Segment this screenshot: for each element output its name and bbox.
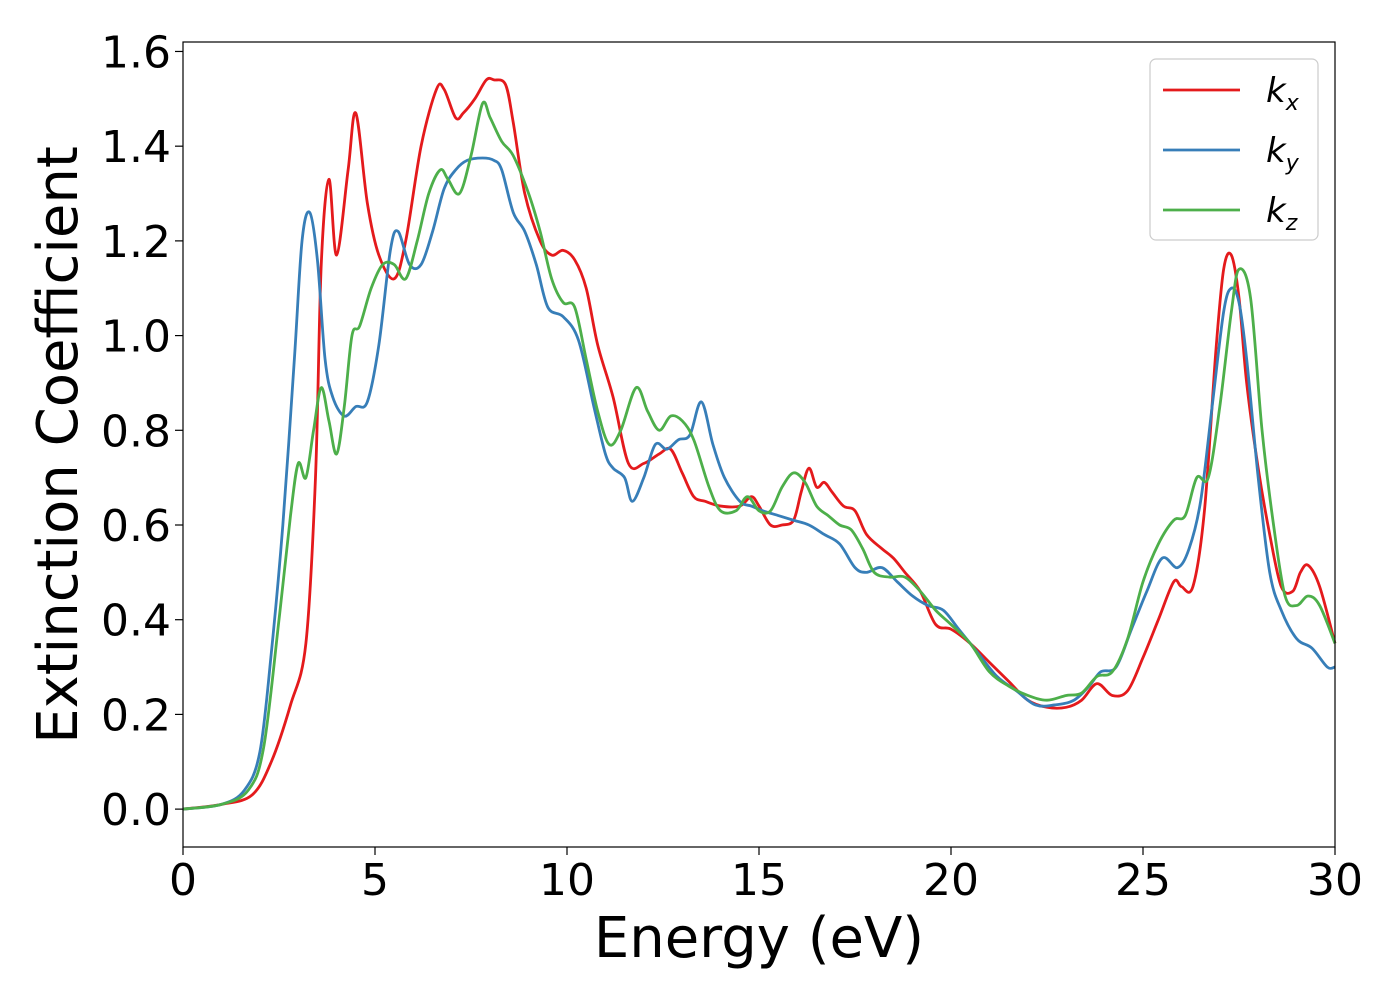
y-tick-label: 1.4 (101, 122, 171, 173)
legend-label-main: k (1266, 131, 1287, 171)
plot-lines (182, 76, 1337, 811)
x-axis-label: Energy (eV) (594, 906, 924, 971)
y-tick-label: 0.2 (101, 690, 171, 741)
y-tick-label: 0.6 (101, 501, 171, 552)
legend-label-main: k (1266, 71, 1287, 111)
x-tick-label: 10 (539, 855, 595, 906)
legend-label-subscript: z (1285, 211, 1298, 236)
y-tick-label: 0.4 (101, 596, 171, 647)
y-axis-label: Extinction Coefficient (26, 146, 91, 744)
y-tick-label: 1.0 (101, 312, 171, 363)
legend-label-k_x: kx (1266, 71, 1300, 116)
series-line-k_z (182, 100, 1337, 811)
y-tick-label: 1.2 (101, 217, 171, 268)
y-axis-ticks: 0.0 0.2 0.4 0.6 0.8 1.0 1.2 1.4 1.6 (101, 27, 183, 836)
x-tick-label: 0 (169, 855, 197, 906)
series-line-k_y (182, 156, 1336, 811)
legend-label-subscript: y (1285, 151, 1300, 176)
legend-label-k_y: ky (1266, 131, 1300, 176)
y-tick-label: 0.0 (101, 785, 171, 836)
x-tick-label: 15 (731, 855, 787, 906)
legend-label-k_z: kz (1266, 191, 1298, 236)
legend-label-subscript: x (1285, 91, 1300, 116)
legend-label-main: k (1266, 191, 1287, 231)
x-tick-label: 20 (923, 855, 979, 906)
x-tick-label: 25 (1115, 855, 1171, 906)
x-axis-ticks: 0 5 10 15 20 25 30 (169, 847, 1363, 906)
y-tick-label: 1.6 (101, 27, 171, 78)
x-tick-label: 5 (361, 855, 389, 906)
x-tick-label: 30 (1307, 855, 1363, 906)
y-tick-label: 0.8 (101, 406, 171, 457)
